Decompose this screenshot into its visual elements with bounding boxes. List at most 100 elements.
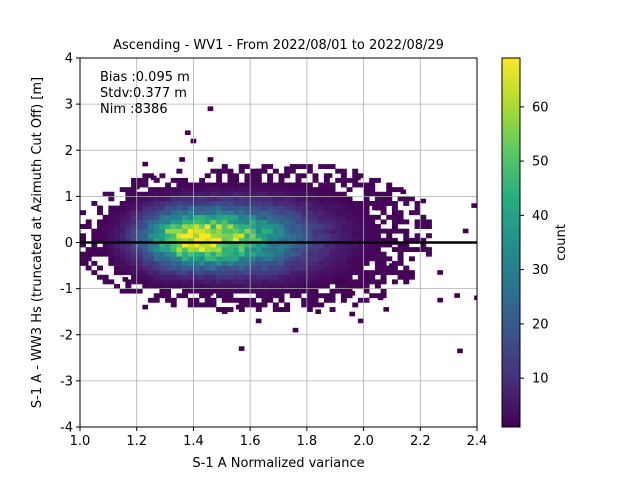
- heatmap-bin: [357, 265, 364, 271]
- heatmap-bin: [227, 214, 234, 220]
- heatmap-bin: [255, 210, 262, 216]
- heatmap-bin: [255, 191, 262, 197]
- heatmap-bin: [301, 233, 308, 239]
- heatmap-bin: [153, 293, 160, 299]
- heatmap-bin: [136, 265, 143, 271]
- heatmap-bin: [85, 247, 92, 253]
- heatmap-bin: [91, 233, 98, 239]
- heatmap-bin: [210, 237, 217, 243]
- heatmap-bin: [199, 224, 206, 229]
- heatmap-bin: [312, 270, 319, 276]
- heatmap-bin: [374, 205, 381, 211]
- heatmap-bin: [369, 214, 376, 220]
- heatmap-bin: [210, 260, 217, 266]
- heatmap-bin: [391, 270, 398, 276]
- heatmap-bin: [346, 293, 353, 299]
- heatmap-bin: [255, 279, 262, 285]
- heatmap-bin: [414, 237, 421, 243]
- heatmap-bin: [221, 279, 228, 285]
- heatmap-bin: [216, 219, 223, 225]
- heatmap-bin: [267, 256, 274, 262]
- heatmap-bin: [284, 284, 291, 289]
- heatmap-bin: [125, 288, 132, 294]
- heatmap-bin: [244, 270, 251, 276]
- heatmap-bin: [170, 251, 177, 257]
- heatmap-bin: [221, 200, 228, 206]
- heatmap-bin: [199, 196, 206, 202]
- heatmap-bin: [204, 265, 211, 271]
- heatmap-bin: [272, 251, 279, 257]
- heatmap-bin: [187, 210, 194, 216]
- heatmap-bin: [233, 233, 240, 239]
- heatmap-bin: [374, 260, 381, 266]
- heatmap-bin: [267, 196, 274, 202]
- heatmap-bin: [312, 247, 319, 253]
- heatmap-bin: [255, 173, 262, 179]
- heatmap-bin: [187, 302, 194, 308]
- heatmap-bin: [159, 233, 166, 239]
- heatmap-bin: [289, 270, 296, 276]
- heatmap-bin: [102, 279, 109, 285]
- heatmap-bin: [125, 242, 132, 248]
- heatmap-bin: [125, 284, 132, 289]
- heatmap-bin: [284, 219, 291, 225]
- heatmap-bin: [284, 237, 291, 243]
- heatmap-bin: [85, 219, 92, 225]
- heatmap-bin: [159, 293, 166, 299]
- heatmap-bin: [346, 256, 353, 262]
- heatmap-bin: [306, 164, 313, 169]
- heatmap-bin: [210, 274, 217, 280]
- heatmap-bin: [261, 237, 268, 243]
- heatmap-bin: [357, 237, 364, 243]
- heatmap-bin: [119, 288, 126, 294]
- heatmap-bin: [159, 224, 166, 229]
- heatmap-bin: [131, 187, 138, 193]
- heatmap-bin: [182, 205, 189, 211]
- heatmap-bin: [159, 210, 166, 216]
- heatmap-bin: [148, 256, 155, 262]
- heatmap-bin: [323, 191, 330, 197]
- heatmap-bin: [284, 274, 291, 280]
- heatmap-bin: [289, 182, 296, 188]
- heatmap-bin: [380, 205, 387, 211]
- heatmap-bin: [136, 196, 143, 202]
- heatmap-bin: [159, 284, 166, 289]
- heatmap-bin: [131, 251, 138, 257]
- heatmap-bin: [170, 219, 177, 225]
- heatmap-bin: [142, 224, 149, 229]
- heatmap-bin: [199, 210, 206, 216]
- heatmap-bin: [289, 288, 296, 294]
- heatmap-bin: [323, 242, 330, 248]
- heatmap-bin: [233, 247, 240, 253]
- heatmap-bin: [244, 251, 251, 257]
- heatmap-bin: [176, 191, 183, 197]
- heatmap-bin: [340, 168, 347, 174]
- heatmap-bin: [301, 173, 308, 179]
- heatmap-bin: [397, 219, 404, 225]
- heatmap-bin: [335, 196, 342, 202]
- heatmap-bin: [108, 242, 115, 248]
- heatmap-bin: [216, 173, 223, 179]
- heatmap-bin: [295, 224, 302, 229]
- heatmap-bin: [244, 177, 251, 183]
- heatmap-bin: [199, 219, 206, 225]
- heatmap-bin: [216, 224, 223, 229]
- heatmap-bin: [335, 284, 342, 289]
- heatmap-bin: [250, 177, 257, 183]
- heatmap-bin: [199, 247, 206, 253]
- heatmap-bin: [340, 288, 347, 294]
- heatmap-bin: [136, 247, 143, 253]
- heatmap-bin: [284, 228, 291, 234]
- heatmap-bin: [233, 177, 240, 183]
- heatmap-bin: [187, 256, 194, 262]
- heatmap-bin: [193, 288, 200, 294]
- heatmap-bin: [329, 237, 336, 243]
- heatmap-bin: [284, 251, 291, 257]
- heatmap-bin: [125, 210, 132, 216]
- heatmap-bin: [131, 200, 138, 206]
- heatmap-bin: [114, 284, 120, 289]
- heatmap-bin: [102, 247, 109, 253]
- heatmap-bin: [255, 214, 262, 220]
- heatmap-bin: [425, 233, 432, 239]
- heatmap-bin: [346, 233, 353, 239]
